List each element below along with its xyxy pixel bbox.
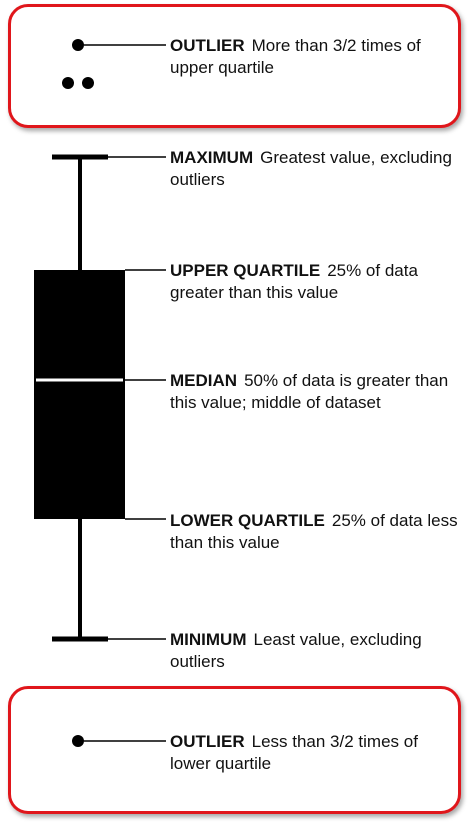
outlier-high-point (82, 77, 94, 89)
outlier-high-callout-frame (8, 4, 461, 128)
upper-quartile-term: UPPER QUARTILE (170, 261, 321, 280)
maximum-term: MAXIMUM (170, 148, 254, 167)
minimum-description: Least value, excluding outliers (170, 630, 422, 671)
outlier-high-term: OUTLIER (170, 36, 245, 55)
outlier-high-point (72, 39, 84, 51)
outlier-low-point (72, 735, 84, 747)
median-description: 50% of data is greater than this value; … (170, 371, 449, 412)
minimum-label: MINIMUM Least value, excluding outliers (170, 629, 462, 673)
median-term: MEDIAN (170, 371, 238, 390)
maximum-description: Greatest value, excluding outliers (170, 148, 452, 189)
interquartile-box (34, 270, 125, 519)
maximum-label: MAXIMUM Greatest value, excluding outlier… (170, 147, 462, 191)
outlier-low-description: Less than 3/2 times of lower quartile (170, 732, 418, 773)
median-label: MEDIAN 50% of data is greater than this v… (170, 370, 462, 414)
outlier-high-description: More than 3/2 times of upper quartile (170, 36, 421, 77)
outlier-low-callout-frame (8, 686, 461, 814)
outlier-low-label: OUTLIER Less than 3/2 times of lower quar… (170, 731, 462, 775)
minimum-term: MINIMUM (170, 630, 247, 649)
outlier-high-point (62, 77, 74, 89)
outlier-high-label: OUTLIER More than 3/2 times of upper quar… (170, 35, 462, 79)
lower-quartile-description: 25% of data less than this value (170, 511, 458, 552)
lower-quartile-term: LOWER QUARTILE (170, 511, 325, 530)
lower-quartile-label: LOWER QUARTILE 25% of data less than this… (170, 510, 462, 554)
outlier-low-term: OUTLIER (170, 732, 245, 751)
upper-quartile-label: UPPER QUARTILE 25% of data greater than t… (170, 260, 462, 304)
upper-quartile-description: 25% of data greater than this value (170, 261, 418, 302)
